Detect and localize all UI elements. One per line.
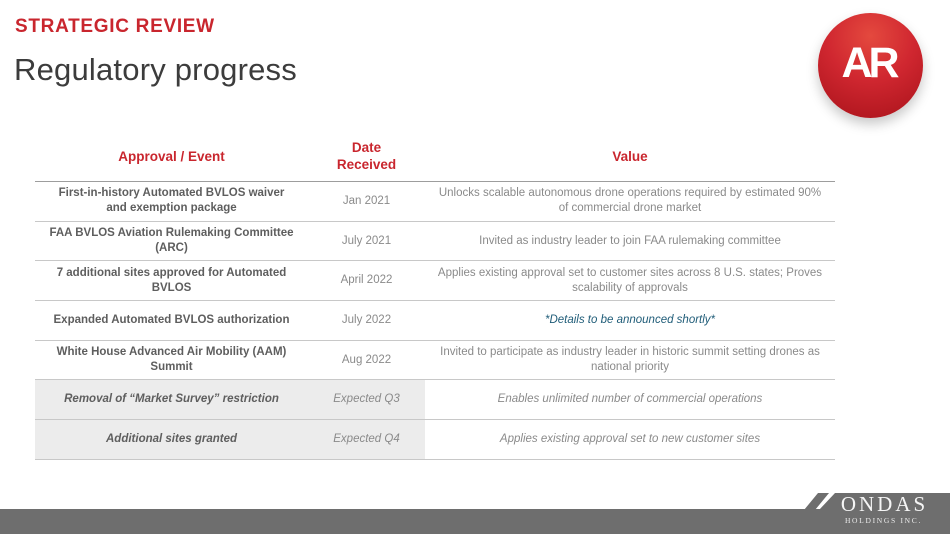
cell-value: Applies existing approval set to new cus… [499,433,761,445]
column-header-value: Value [612,148,648,164]
table-row: 7 additional sites approved for Automate… [35,261,835,302]
table-row: FAA BVLOS Aviation Rulemaking Committee … [35,222,835,262]
ondas-logo: ONDAS HOLDINGS INC. [831,492,935,526]
cell-date-received: Aug 2022 [341,353,392,366]
page-title: Regulatory progress [14,52,297,87]
footer-bar [0,509,950,534]
footer-tab [819,493,950,510]
cell-approval-event: FAA BVLOS Aviation Rulemaking Committee … [49,227,294,255]
cell-date-received: Expected Q3 [308,380,425,420]
american-robotics-logo-icon: AR [818,13,923,118]
cell-approval-event: Removal of “Market Survey” restriction [35,380,308,420]
table-row: First-in-history Automated BVLOS waiver … [35,182,835,222]
cell-approval-event: Additional sites granted [35,420,308,459]
cell-date-received: Jan 2021 [342,194,391,207]
ondas-logo-text: ONDAS [840,492,929,516]
table-row: Removal of “Market Survey” restriction E… [35,380,835,421]
cell-date-received: July 2022 [341,313,392,326]
section-kicker: STRATEGIC REVIEW [15,16,215,37]
footer-stripe [804,493,829,510]
table-header-row: Approval / Event Date Received Value [35,133,835,182]
regulatory-progress-table: Approval / Event Date Received Value Fir… [35,133,835,460]
table-body: First-in-history Automated BVLOS waiver … [35,182,835,460]
cell-value: Invited to participate as industry leade… [440,346,820,374]
cell-date-received: April 2022 [340,274,393,287]
cell-value: Applies existing approval set to custome… [437,266,823,294]
cell-value: Unlocks scalable autonomous drone operat… [438,187,822,215]
cell-approval-event: First-in-history Automated BVLOS waiver … [58,187,285,215]
ondas-logo-subtitle: HOLDINGS INC. [844,516,923,525]
cell-value: *Details to be announced shortly* [544,313,716,326]
cell-value: Enables unlimited number of commercial o… [497,393,763,406]
cell-approval-event: Expanded Automated BVLOS authorization [53,313,290,326]
footer-banner [0,493,950,534]
cell-value: Invited as industry leader to join FAA r… [479,234,781,247]
cell-approval-event: 7 additional sites approved for Automate… [56,266,287,294]
ar-logo-text: AR [841,39,899,87]
cell-date-received: Expected Q4 [308,420,425,459]
cell-approval-event: White House Advanced Air Mobility (AAM) … [56,346,287,374]
column-header-approval-event: Approval / Event [118,148,225,164]
column-header-date-received: Date Received [336,140,397,172]
table-row: Additional sites granted Expected Q4 App… [35,420,835,460]
cell-date-received: July 2021 [341,234,392,247]
table-row: Expanded Automated BVLOS authorization J… [35,301,835,341]
table-row: White House Advanced Air Mobility (AAM) … [35,341,835,381]
